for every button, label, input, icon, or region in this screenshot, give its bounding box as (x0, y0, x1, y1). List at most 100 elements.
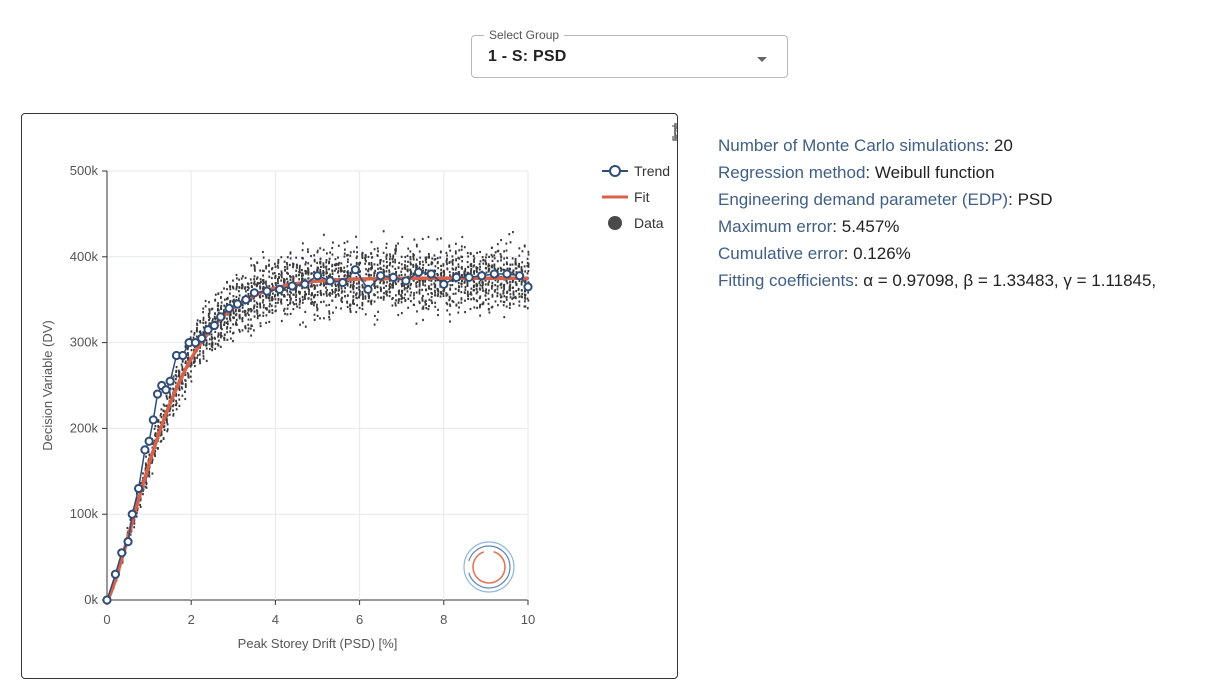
save-image-icon[interactable] (671, 122, 678, 142)
chevron-down-icon[interactable] (757, 57, 767, 62)
data-point (358, 296, 360, 299)
data-point (448, 299, 451, 302)
data-point (274, 265, 277, 268)
data-point (509, 283, 512, 286)
data-point (358, 306, 361, 310)
data-point (346, 273, 349, 276)
data-point (187, 373, 190, 376)
data-point (478, 297, 481, 300)
data-point (349, 307, 352, 310)
data-point (421, 299, 424, 302)
data-point (322, 263, 325, 267)
data-point (292, 301, 295, 304)
data-point (280, 274, 283, 277)
data-point (210, 343, 213, 346)
data-point (434, 294, 437, 297)
data-point (244, 325, 247, 328)
data-point (337, 267, 340, 270)
data-point (265, 280, 267, 283)
trend-marker (232, 299, 243, 309)
data-point (526, 307, 529, 310)
data-point (189, 375, 192, 378)
data-point (189, 336, 192, 339)
restore-icon[interactable] (671, 122, 678, 142)
data-point (482, 281, 484, 284)
data-point (409, 256, 412, 259)
data-point (217, 332, 220, 335)
data-point (294, 288, 297, 291)
data-point (184, 385, 187, 388)
data-point (166, 397, 169, 400)
data-point (175, 394, 178, 397)
data-point (469, 252, 472, 255)
data-point (204, 321, 207, 324)
data-point (415, 284, 418, 287)
data-point (292, 263, 295, 266)
data-point (193, 333, 196, 336)
data-point (406, 287, 409, 290)
group-select[interactable]: Select Group 1 - S: PSD (471, 28, 788, 78)
data-point (271, 311, 274, 314)
data-point (355, 235, 357, 238)
data-point (286, 267, 289, 270)
data-point (440, 273, 442, 276)
data-point (458, 306, 460, 309)
data-point (325, 272, 328, 275)
data-point (395, 247, 397, 250)
data-point (187, 346, 190, 349)
data-point (506, 267, 509, 270)
data-point (292, 275, 295, 278)
data-point (361, 302, 364, 306)
data-point (485, 271, 488, 274)
data-point (235, 273, 238, 277)
y-axis-title: Decision Variable (DV) (40, 320, 55, 451)
data-point (234, 310, 237, 313)
data-point (249, 278, 252, 281)
data-point (302, 298, 304, 301)
data-point (268, 284, 271, 288)
data-point (313, 285, 316, 288)
data-point (298, 264, 301, 268)
data-point (310, 294, 313, 297)
data-point (521, 261, 524, 264)
data-point (301, 249, 304, 252)
data-point (253, 305, 256, 308)
data-point (479, 265, 482, 268)
data-point (148, 453, 151, 456)
data-point (265, 307, 268, 310)
data-point (316, 294, 319, 297)
data-point (385, 292, 388, 295)
data-point (448, 261, 451, 264)
data-point (358, 294, 361, 297)
data-point (478, 262, 481, 266)
data-point (413, 292, 415, 295)
data-point (500, 267, 503, 271)
data-point (473, 260, 475, 263)
data-point (289, 274, 291, 278)
data-point (196, 326, 198, 330)
data-point (437, 288, 439, 291)
data-point (430, 295, 433, 299)
data-point (400, 283, 403, 286)
data-point (338, 261, 341, 265)
data-point (397, 313, 400, 317)
data-point (250, 285, 253, 288)
data-point (259, 302, 261, 305)
data-point (154, 454, 156, 458)
data-point (262, 269, 265, 273)
data-point (436, 238, 439, 241)
data-point (145, 465, 148, 468)
data-point (518, 300, 521, 303)
coefficients-value: α = 0.97098, β = 1.33483, γ = 1.11845, (863, 271, 1157, 290)
data-point (398, 298, 400, 301)
data-point (328, 268, 330, 271)
data-point (523, 265, 526, 268)
data-point (259, 282, 261, 285)
data-point (163, 410, 166, 413)
data-point (133, 522, 136, 525)
data-point (367, 255, 370, 259)
data-point (400, 289, 403, 292)
data-point (346, 305, 349, 309)
data-point (253, 265, 256, 268)
data-point (262, 274, 264, 277)
